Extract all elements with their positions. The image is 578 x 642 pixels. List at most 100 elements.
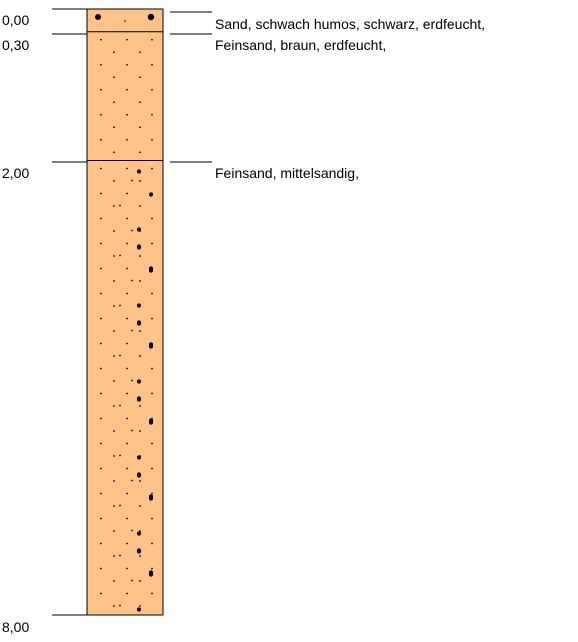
fine-grain-dot [126,267,128,270]
fine-grain-dot [151,442,153,445]
fine-grain-dot [151,392,153,395]
fine-grain-dot [151,292,153,295]
fine-grain-dot [119,254,121,257]
layer-boundaries [87,31,163,161]
fine-grain-dot [119,604,121,607]
fine-grain-dot [126,542,128,545]
fine-grain-dot [139,555,141,557]
fine-grain-dot [151,467,153,470]
fine-grain-dot [131,479,133,482]
fine-grain-dot [100,113,102,116]
fine-grain-dot [139,480,141,482]
medium-grain-dot [148,496,154,501]
fine-grain-dot [100,467,102,470]
fine-grain-dot [100,317,102,320]
medium-grain-dot [148,572,154,577]
description-text-1: Feinsand, braun, erdfeucht, [215,37,386,53]
fine-grain-dot [100,342,102,345]
fine-grain-dot [119,504,121,507]
fine-grain-dot [113,455,115,457]
depth-text-2: 2,00 [2,165,29,181]
depth-text-0: 0,00 [2,12,29,28]
fine-grain-dot [100,567,102,570]
fine-grain-dot [151,167,153,170]
fine-grain-dot [151,242,153,245]
fine-grain-dot [151,138,153,141]
fine-grain-dot [139,76,141,79]
depth-label-2: 2,00 [2,161,87,181]
fine-grain-dot [131,279,133,282]
fine-grain-dot [113,580,115,582]
fine-grain-dot [151,63,153,66]
fine-grain-dot [100,138,102,141]
fine-grain-dot [126,417,128,420]
fine-grain-dot [139,430,141,432]
fine-grain-dot [100,592,102,595]
fine-grain-dot [126,88,128,91]
fine-grain-dot [131,229,133,232]
fine-grain-dot [100,38,102,41]
fine-grain-dot [113,555,115,557]
medium-grain-dot [136,303,142,308]
fine-grain-dot [126,38,128,41]
description-text-0: Sand, schwach humos, schwarz, erdfeucht, [215,16,485,32]
fine-grain-dot [151,217,153,220]
fine-grain-dot [113,101,115,104]
depth-label-0: 0,00 [2,8,87,28]
fine-grain-dot [113,530,115,532]
layer-description-2: Feinsand, mittelsandig, [170,161,359,181]
fine-grain-dot [126,517,128,520]
fine-grain-dot [113,76,115,79]
fine-grain-dot [100,417,102,420]
fine-grain-dot [139,280,141,282]
fine-grain-dot [151,592,153,595]
fine-grain-dot [113,480,115,482]
fine-grain-dot [126,292,128,295]
depth-text-1: 0,30 [2,37,29,53]
fine-grain-dot [151,517,153,520]
fine-grain-dot [119,204,121,207]
fine-grain-dot [113,126,115,129]
fine-grain-dot [113,280,115,282]
fine-grain-dot [139,255,141,257]
fine-grain-dot [151,317,153,320]
fine-grain-dot [113,180,115,182]
fine-grain-dot [113,330,115,332]
fine-grain-dot [151,542,153,545]
fine-grain-dot [139,330,141,332]
medium-grain-dot [136,473,142,478]
fine-grain-dot [113,430,115,432]
medium-grain-dot [136,379,142,384]
fine-grain-dot [113,405,115,407]
description-text-2: Feinsand, mittelsandig, [215,165,359,181]
fine-grain-dot [139,405,141,407]
fine-grain-dot [100,292,102,295]
fine-grain-dot [139,355,141,357]
fine-grain-dot [113,605,115,607]
fine-grain-dot [131,179,133,182]
fine-grain-dot [126,567,128,570]
fine-grain-dot [113,151,115,154]
fine-grain-dot [131,529,133,532]
fine-grain-dot [119,304,121,307]
fine-grain-dot [113,51,115,54]
medium-grain-dot [136,455,142,460]
fine-grain-dot [113,230,115,232]
medium-grain-dot [148,268,154,273]
fine-grain-dot [139,151,141,154]
depth-label-3: 8,00 [2,614,87,635]
fine-grain-dot [126,367,128,370]
fine-grain-dot [126,492,128,495]
fine-grain-dot [100,442,102,445]
fine-grain-dot [100,167,102,170]
fine-grain-dot [126,342,128,345]
fine-grain-dot [100,192,102,195]
fine-grain-dot [126,467,128,470]
fine-grain-dot [126,392,128,395]
fine-grain-dot [113,355,115,357]
fine-grain-dot [100,88,102,91]
fine-grain-dot [151,492,153,495]
coarse-grain-dot [147,13,155,21]
fine-grain-dot [131,429,133,432]
